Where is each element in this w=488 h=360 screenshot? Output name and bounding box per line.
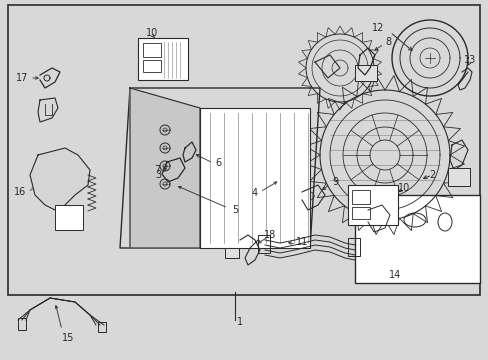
- Text: 6: 6: [215, 158, 221, 168]
- Bar: [347, 185, 397, 225]
- Text: 13: 13: [463, 55, 475, 65]
- Text: 16: 16: [14, 187, 26, 197]
- Text: 5: 5: [231, 205, 238, 215]
- Bar: [138, 38, 187, 80]
- Polygon shape: [30, 148, 90, 210]
- Bar: [224, 248, 239, 258]
- Text: 7: 7: [153, 165, 160, 175]
- Bar: [142, 43, 161, 57]
- Text: 10: 10: [397, 183, 409, 193]
- Text: 2: 2: [428, 170, 434, 180]
- Bar: [55, 205, 83, 230]
- Bar: [142, 60, 161, 72]
- Text: 18: 18: [264, 230, 276, 240]
- Text: 4: 4: [251, 188, 258, 198]
- Text: 12: 12: [371, 23, 384, 33]
- Text: 11: 11: [295, 237, 307, 247]
- Bar: [98, 322, 106, 332]
- Bar: [351, 207, 369, 219]
- Text: 3: 3: [155, 170, 161, 180]
- Text: 17: 17: [16, 73, 28, 83]
- Polygon shape: [130, 88, 200, 248]
- Text: 8: 8: [384, 37, 390, 47]
- Bar: [200, 108, 309, 248]
- Text: 15: 15: [61, 333, 74, 343]
- Polygon shape: [120, 88, 319, 248]
- Bar: [351, 190, 369, 204]
- Text: 14: 14: [388, 270, 400, 280]
- Bar: [18, 318, 26, 330]
- Bar: [447, 168, 469, 186]
- Text: 1: 1: [237, 317, 243, 327]
- Text: 10: 10: [145, 28, 158, 38]
- Bar: [347, 238, 359, 256]
- Bar: [8, 5, 479, 295]
- Bar: [258, 235, 269, 253]
- Bar: [354, 65, 376, 81]
- Text: 9: 9: [331, 177, 337, 187]
- Bar: [354, 195, 479, 283]
